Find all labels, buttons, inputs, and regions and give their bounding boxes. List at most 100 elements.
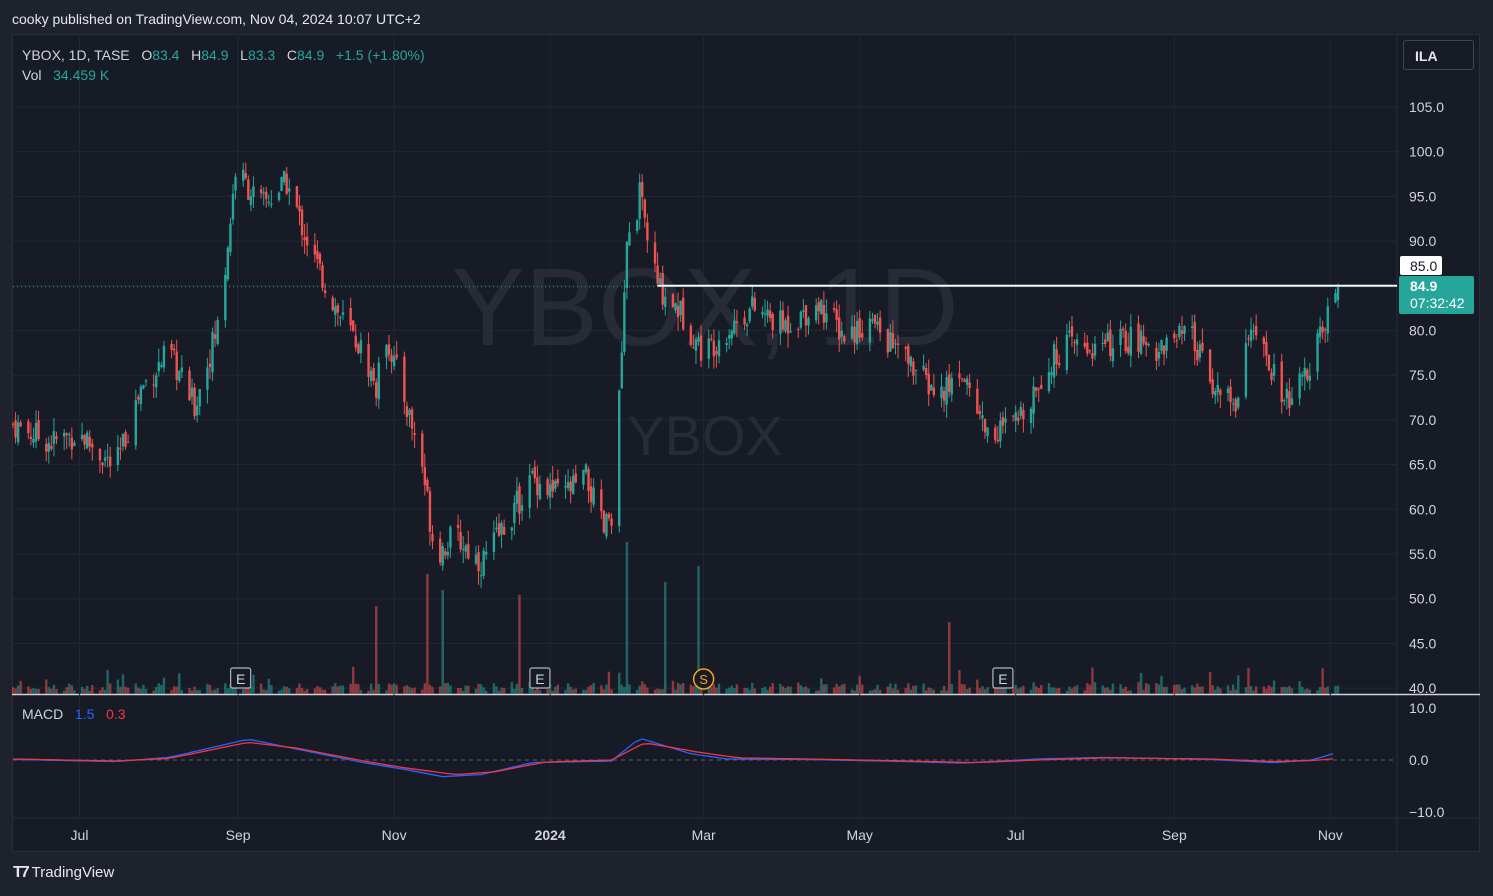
candle-body <box>134 400 137 446</box>
volume-bar <box>1190 685 1194 694</box>
volume-bar <box>761 688 764 694</box>
candle-body <box>19 422 22 427</box>
tradingview-logo-icon: T7 <box>13 864 30 881</box>
volume-bar <box>1068 686 1071 694</box>
event-marker-e[interactable]: E <box>529 667 551 689</box>
candle-body <box>1303 367 1306 377</box>
volume-bar <box>52 684 56 694</box>
volume-bar <box>175 686 178 694</box>
tradingview-logo[interactable]: T7 TradingView <box>13 864 114 882</box>
price-axis[interactable]: 105.0 100.0 95.0 90.0 85.0 80.0 75.0 70.0 65.0 60… <box>1409 99 1445 820</box>
volume-bar <box>932 690 936 694</box>
volume-bar <box>1252 690 1255 694</box>
candle-body <box>909 356 913 367</box>
candle-body <box>510 527 513 531</box>
candle-body <box>495 527 498 530</box>
volume-bar <box>103 689 107 694</box>
candle-body <box>924 368 928 376</box>
volume-bar <box>1014 684 1017 694</box>
volume-bar <box>1234 689 1237 694</box>
candle-body <box>1219 389 1222 396</box>
candle-body <box>464 545 467 552</box>
earnings-marker-label: E <box>998 671 1007 687</box>
y-tick-label: 90.0 <box>1409 233 1436 249</box>
candle-body <box>674 303 677 311</box>
candle-body <box>1334 293 1337 303</box>
candle-body <box>413 432 416 435</box>
candle-body <box>587 469 590 492</box>
candle-body <box>441 546 444 566</box>
candle-body <box>753 297 756 311</box>
chart-panel[interactable] <box>12 34 1480 852</box>
candle-body <box>589 486 593 502</box>
volume-bar <box>213 689 217 694</box>
volume-bar <box>638 685 641 694</box>
volume-bar <box>359 690 363 694</box>
volume-bar <box>981 686 984 694</box>
candle-body <box>247 179 250 200</box>
y-tick-label: 70.0 <box>1409 412 1436 428</box>
candle-body <box>280 176 283 192</box>
volume-bar <box>983 689 987 694</box>
volume-bar <box>963 684 966 694</box>
volume-bar <box>321 689 324 694</box>
currency-button[interactable]: ILA <box>1403 40 1474 70</box>
volume-bar <box>1318 686 1322 694</box>
candle-body <box>1262 337 1266 345</box>
volume-bar <box>216 688 219 694</box>
candle-body <box>1055 349 1058 365</box>
candle-body <box>963 379 966 382</box>
candle-body <box>229 223 232 252</box>
candle-body <box>950 378 953 395</box>
candle-body <box>873 314 877 324</box>
candle-body <box>554 480 557 489</box>
volume-bar <box>395 684 398 694</box>
volume-bar <box>1093 682 1097 694</box>
candle-body <box>1001 417 1005 426</box>
candle-body <box>1290 398 1294 405</box>
volume-bar <box>172 686 176 694</box>
candle-body <box>467 544 470 559</box>
volume-bar <box>459 687 462 694</box>
candle-body <box>1306 369 1309 380</box>
macd-legend[interactable]: MACD 1.5 0.3 <box>22 706 126 722</box>
candle-body <box>1298 373 1301 399</box>
candle-body <box>978 411 982 415</box>
candle-body <box>1019 407 1023 416</box>
volume-bar <box>1050 687 1053 694</box>
volume-bar <box>1303 689 1306 694</box>
volume-bar <box>689 684 693 694</box>
volume-bar <box>1127 690 1130 694</box>
candle-body <box>142 385 145 389</box>
volume-bar <box>574 688 577 694</box>
event-marker-e[interactable]: E <box>992 667 1014 689</box>
candle-body <box>1075 339 1079 345</box>
volume-bar <box>635 689 639 694</box>
volume-bar <box>1124 686 1127 694</box>
event-marker-e[interactable]: E <box>230 667 252 689</box>
candle-body <box>814 305 818 321</box>
candle-body <box>1183 326 1186 334</box>
candle-body <box>70 437 74 450</box>
candle-body <box>574 473 577 483</box>
volume-bar <box>825 684 828 694</box>
volume-bar <box>305 689 309 694</box>
volume-bar <box>252 674 255 694</box>
volume-bar <box>152 690 155 694</box>
time-axis[interactable]: Jul Sep Nov 2024 Mar May Jul Sep Nov <box>71 827 1343 843</box>
symbol-legend[interactable]: YBOX, 1D, TASE O83.4 H84.9 L83.3 C84.9 +… <box>22 45 425 85</box>
candle-body <box>1280 361 1283 403</box>
volume-bar <box>513 688 516 694</box>
candle-body <box>1254 325 1258 336</box>
volume-bar <box>1032 682 1035 694</box>
candle-body <box>1057 363 1061 366</box>
volume-bar <box>142 684 145 694</box>
volume-bar <box>1165 686 1168 694</box>
candle-body <box>162 346 166 368</box>
volume-bar <box>267 678 270 694</box>
event-marker-s[interactable]: S <box>692 668 715 690</box>
volume-bar <box>768 686 772 694</box>
volume-bar <box>548 684 552 694</box>
